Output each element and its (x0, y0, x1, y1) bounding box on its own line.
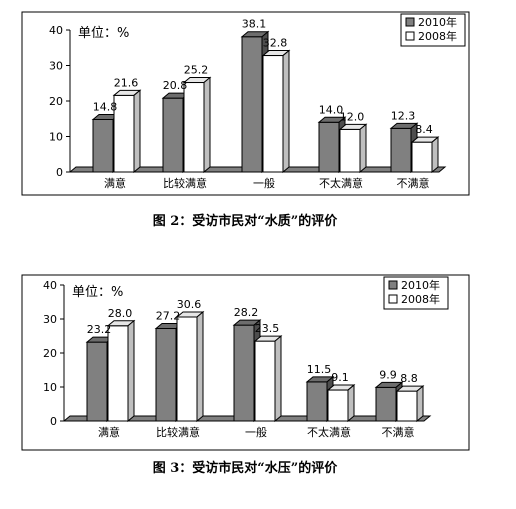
data-label: 21.6 (114, 76, 139, 89)
x-tick-label: 不太满意 (319, 176, 363, 190)
y-tick-label: 20 (43, 347, 57, 360)
legend-swatch-2008 (405, 31, 415, 41)
legend-label-2008: 2008年 (401, 292, 440, 306)
data-label: 8.8 (400, 372, 418, 385)
y-tick-label: 40 (43, 279, 57, 292)
legend: 2010年 2008年 (383, 276, 449, 310)
x-tick-label: 不满意 (397, 176, 430, 190)
bar-2008 (106, 319, 136, 423)
data-label: 28.2 (234, 306, 259, 319)
data-label: 32.8 (263, 37, 288, 50)
x-tick-label: 不满意 (382, 425, 415, 439)
chart-water-quality: 单位：% 2010年 2008年 0 10 20 30 40 满意 比较满意 一般 不太满意 不… (21, 11, 470, 196)
data-label: 27.2 (156, 310, 181, 323)
data-label: 8.4 (415, 123, 433, 136)
data-label: 38.1 (242, 18, 267, 31)
bar-2008 (261, 49, 291, 174)
x-tick-label: 比较满意 (163, 176, 207, 190)
bar-2008 (326, 383, 356, 423)
y-tick-label: 0 (56, 166, 63, 179)
legend-label-2010: 2010年 (401, 278, 440, 292)
data-label: 28.0 (108, 307, 133, 320)
data-label: 25.2 (184, 64, 209, 77)
y-tick-label: 30 (43, 313, 57, 326)
data-label: 9.9 (379, 368, 397, 381)
data-label: 11.5 (307, 363, 332, 376)
y-tick-label: 0 (50, 415, 57, 428)
data-label: 23.2 (87, 323, 112, 336)
data-label: 30.6 (177, 298, 202, 311)
data-label: 12.0 (340, 110, 365, 123)
x-tick-label: 满意 (98, 425, 120, 439)
bar-2008 (182, 76, 212, 174)
x-tick-label: 满意 (104, 176, 126, 190)
bar-2008 (338, 123, 368, 174)
chart-water-pressure: 单位：% 2010年 2008年 0 10 20 30 40 满意 比较满意 一般 不太满意 不… (21, 274, 470, 451)
data-label: 20.8 (163, 79, 188, 92)
y-tick-label: 10 (49, 131, 63, 144)
y-tick-label: 30 (49, 60, 63, 73)
data-label: 23.5 (255, 322, 280, 335)
legend-label-2008: 2008年 (418, 29, 457, 43)
legend: 2010年 2008年 (400, 13, 466, 47)
bar-2008 (253, 335, 283, 423)
x-tick-label: 比较满意 (156, 425, 200, 439)
data-label: 14.8 (93, 100, 118, 113)
y-tick-label: 20 (49, 95, 63, 108)
legend-label-2010: 2010年 (418, 15, 457, 29)
data-label: 14.0 (319, 103, 344, 116)
legend-swatch-2010 (405, 17, 415, 27)
caption-figure-2: 图 2：受访市民对“水质”的评价 (153, 213, 339, 229)
x-tick-label: 一般 (253, 177, 275, 190)
bar-2008 (112, 89, 142, 174)
caption-figure-3: 图 3：受访市民对“水压”的评价 (153, 460, 339, 476)
x-tick-label: 一般 (245, 426, 267, 439)
x-tick-label: 不太满意 (307, 425, 351, 439)
bar-2008 (175, 310, 205, 423)
data-label: 12.3 (391, 109, 416, 122)
legend-swatch-2010 (388, 280, 398, 290)
y-tick-label: 10 (43, 381, 57, 394)
bar-2008 (395, 385, 425, 423)
data-label: 9.1 (331, 371, 349, 384)
legend-swatch-2008 (388, 294, 398, 304)
unit-label: 单位：% (72, 285, 123, 300)
bar-2008 (410, 136, 440, 174)
y-tick-label: 40 (49, 24, 63, 37)
unit-label: 单位：% (78, 26, 129, 41)
